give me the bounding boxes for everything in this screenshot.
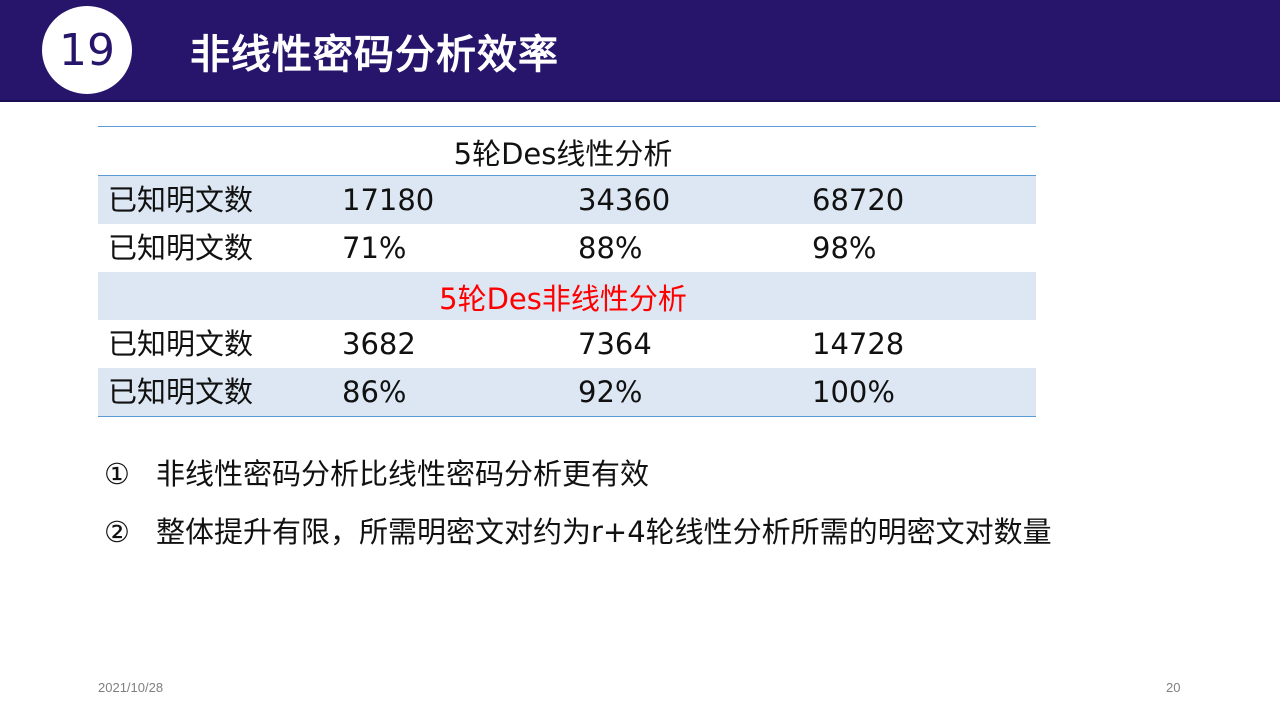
slide-number-badge: 19 [42,6,132,94]
table-cell: 68720 [812,183,905,217]
row-label: 已知明文数 [108,327,254,361]
table-cell: 14728 [812,327,905,361]
section-heading-text: 5轮Des非线性分析 [439,282,687,316]
table-cell: 98% [812,231,877,265]
row-label: 已知明文数 [108,231,254,265]
list-item-text: 非线性密码分析比线性密码分析更有效 [156,457,650,491]
row-label: 已知明文数 [108,375,254,409]
table-cell: 3682 [342,327,416,361]
title-bar: 19 非线性密码分析效率 [0,0,1280,102]
list-item-text: 整体提升有限，所需明密文对约为r+4轮线性分析所需的明密文对数量 [156,515,1052,549]
footer-date: 2021/10/28 [98,680,164,695]
row-label: 已知明文数 [108,183,254,217]
section-heading-linear: 5轮Des线性分析 [98,126,1036,175]
table-row: 已知明文数 86% 92% 100% [98,368,1036,417]
table-cell: 100% [812,375,895,409]
table-row: 已知明文数 71% 88% 98% [98,224,1036,272]
section-heading-text: 5轮Des线性分析 [453,137,673,171]
table-cell: 7364 [578,327,652,361]
table-cell: 34360 [578,183,671,217]
table-row: 已知明文数 17180 34360 68720 [98,175,1036,224]
table-cell: 86% [342,375,407,409]
slide-title: 非线性密码分析效率 [190,32,559,78]
table-cell: 88% [578,231,643,265]
comparison-table: 5轮Des线性分析 已知明文数 17180 34360 68720 已知明文数 … [98,126,1036,417]
table-cell: 92% [578,375,643,409]
table-cell: 71% [342,231,407,265]
list-marker: ① [104,457,130,491]
list-marker: ② [104,515,130,549]
slide-number: 19 [59,24,115,76]
table-cell: 17180 [342,183,435,217]
section-heading-nonlinear: 5轮Des非线性分析 [98,272,1036,320]
page-number: 20 [1166,680,1181,695]
table-row: 已知明文数 3682 7364 14728 [98,320,1036,368]
